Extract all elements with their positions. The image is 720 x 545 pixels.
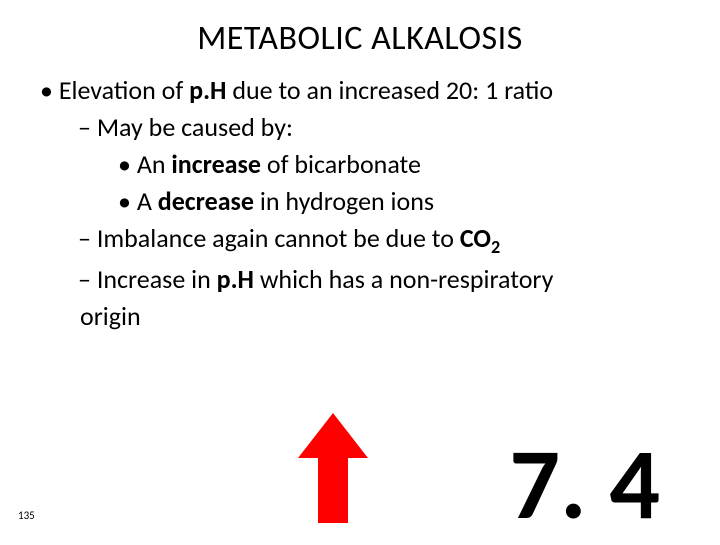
ph-value: 7. 4: [509, 434, 660, 534]
bullet-level-2: – May be caused by:: [40, 110, 690, 145]
text-bold: CO2: [460, 222, 500, 254]
text: – Increase in: [78, 263, 217, 295]
text-bold: decrease: [158, 185, 254, 217]
text: – May be caused by:: [78, 111, 293, 143]
bullet-level-3: • A decrease in hydrogen ions: [40, 184, 690, 219]
text: – Imbalance again cannot be due to: [78, 222, 460, 254]
up-arrow-icon: [298, 413, 368, 528]
bullet-level-1: • Elevation of p.H due to an increased 2…: [40, 73, 690, 108]
slide-content: • Elevation of p.H due to an increased 2…: [30, 73, 690, 334]
text: • Elevation of: [40, 74, 189, 106]
page-number: 135: [18, 509, 35, 522]
text: due to an increased 20: 1 ratio: [226, 74, 553, 106]
text: of bicarbonate: [261, 148, 421, 180]
slide-title: METABOLIC ALKALOSIS: [30, 18, 690, 59]
slide: METABOLIC ALKALOSIS • Elevation of p.H d…: [0, 0, 720, 540]
text: origin: [80, 300, 141, 332]
bullet-level-2: – Increase in p.H which has a non-respir…: [40, 262, 690, 297]
text: • A: [118, 185, 158, 217]
text: CO: [460, 222, 491, 254]
subscript: 2: [491, 237, 500, 259]
bullet-level-2-continuation: origin: [40, 299, 690, 334]
text: • An: [118, 148, 171, 180]
text: in hydrogen ions: [254, 185, 434, 217]
bullet-level-3: • An increase of bicarbonate: [40, 147, 690, 182]
text-bold: increase: [171, 148, 261, 180]
bullet-level-2: – Imbalance again cannot be due to CO2: [40, 221, 690, 260]
text-bold: p.H: [189, 74, 226, 106]
text-bold: p.H: [217, 263, 254, 295]
text: which has a non-respiratory: [254, 263, 553, 295]
